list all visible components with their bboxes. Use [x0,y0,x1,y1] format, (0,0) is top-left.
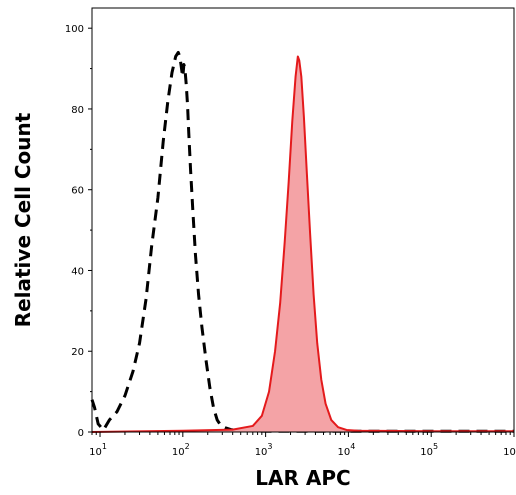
y-tick-label: 40 [71,266,84,277]
y-tick-label: 100 [65,24,84,35]
y-tick-label: 60 [71,186,84,197]
x-axis-title: LAR APC [255,466,350,490]
x-tick-label: 104 [337,442,355,458]
y-axis-title: Relative Cell Count [11,112,35,327]
x-tick-label: 101 [89,442,107,458]
x-tick-label: 106 [503,442,516,458]
x-tick-label: 103 [255,442,273,458]
series-layer [90,50,514,433]
series-2-line [91,55,514,433]
plot-frame [91,7,515,433]
axes-layer [91,7,515,433]
x-tick-label: 102 [172,442,190,458]
y-tick-label: 80 [71,105,84,116]
series-2-fill [92,56,514,433]
x-tick-label: 105 [420,442,438,458]
y-tick-label: 0 [78,428,84,439]
y-tick-label: 20 [71,347,84,358]
